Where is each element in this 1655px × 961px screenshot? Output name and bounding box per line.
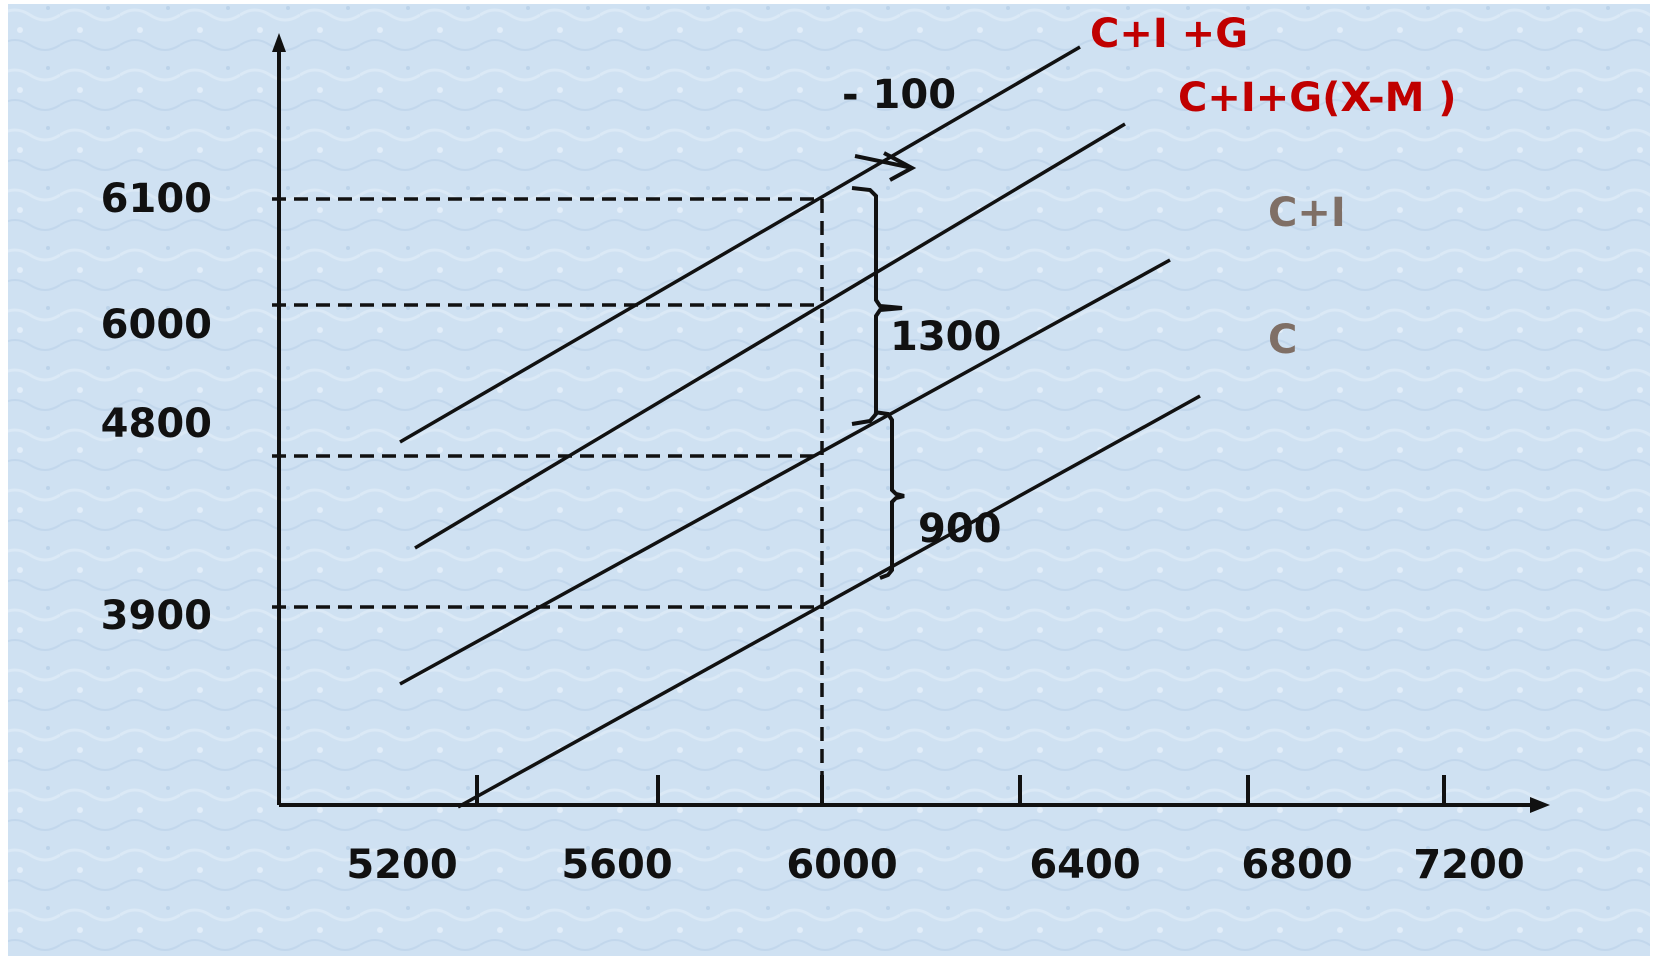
x-ticks: 5200 5600 6000 6400 6800 7200 xyxy=(346,775,1525,888)
gap-lower-label: 900 xyxy=(918,506,1002,552)
y-tick-label: 6100 xyxy=(101,176,212,222)
gap-upper-label: 1300 xyxy=(890,314,1001,360)
y-labels: 6100 6000 4800 3900 xyxy=(101,176,212,639)
brace-lower xyxy=(873,410,905,580)
annotations: - 100 1300 900 xyxy=(842,72,1002,580)
x-tick-label: 6400 xyxy=(1029,842,1140,888)
x-tick-label: 5600 xyxy=(561,842,672,888)
x-axis-arrow-icon xyxy=(1530,797,1550,813)
brace-upper xyxy=(851,186,903,426)
line-c-i-g-xm xyxy=(414,122,1126,550)
shift-label: - 100 xyxy=(842,72,956,118)
expenditure-lines xyxy=(399,45,1201,809)
series-label-c-i-g: C+I +G xyxy=(1090,11,1248,57)
x-tick-label: 5200 xyxy=(346,842,457,888)
shift-arrow-shaft xyxy=(854,154,909,169)
y-tick-label: 3900 xyxy=(101,593,212,639)
series-label-c-i: C+I xyxy=(1268,190,1346,236)
x-tick-label: 7200 xyxy=(1413,842,1524,888)
y-tick-label: 4800 xyxy=(101,401,212,447)
line-c-i xyxy=(399,258,1171,686)
series-labels: C+I +G C+I+G(X-M ) C+I C xyxy=(1090,11,1457,363)
y-axis-arrow-icon xyxy=(272,33,286,52)
y-tick-label: 6000 xyxy=(101,302,212,348)
line-c-i-g xyxy=(399,45,1081,444)
x-tick-label: 6000 xyxy=(786,842,897,888)
chart-background xyxy=(8,4,1650,956)
dashed-guides xyxy=(272,197,824,805)
shift-arrow-icon xyxy=(883,151,917,182)
x-tick-label: 6800 xyxy=(1241,842,1352,888)
axes xyxy=(272,33,1550,813)
series-label-c: C xyxy=(1268,317,1297,363)
line-c xyxy=(457,394,1201,809)
series-label-c-i-g-xm: C+I+G(X-M ) xyxy=(1178,75,1457,121)
